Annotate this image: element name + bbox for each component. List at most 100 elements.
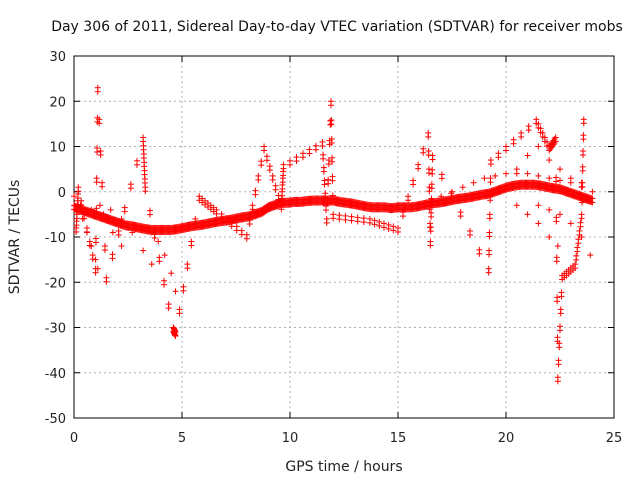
data-point bbox=[415, 165, 422, 172]
data-point bbox=[92, 269, 99, 276]
data-point bbox=[73, 215, 80, 222]
data-point bbox=[385, 225, 392, 232]
data-point bbox=[146, 211, 153, 218]
data-point bbox=[580, 136, 587, 143]
data-point bbox=[448, 194, 455, 201]
data-point bbox=[272, 186, 279, 193]
data-point bbox=[73, 228, 80, 235]
data-point bbox=[410, 181, 417, 188]
data-point bbox=[589, 199, 596, 206]
data-point bbox=[554, 243, 561, 250]
data-point bbox=[342, 216, 349, 223]
data-point bbox=[279, 185, 286, 192]
y-tick-label: -40 bbox=[45, 367, 66, 382]
data-point bbox=[109, 255, 116, 262]
data-point bbox=[425, 133, 432, 140]
data-point bbox=[558, 293, 565, 300]
data-point bbox=[476, 250, 483, 257]
data-point bbox=[587, 252, 594, 259]
data-point bbox=[92, 239, 99, 246]
y-tick-labels: -50 -40 -30 -20 -10 0 10 20 30 bbox=[45, 50, 66, 427]
data-point bbox=[238, 231, 245, 238]
data-point bbox=[142, 188, 149, 195]
data-point bbox=[428, 185, 435, 192]
data-point bbox=[156, 258, 163, 265]
data-point bbox=[278, 206, 285, 213]
data-point bbox=[99, 183, 106, 190]
data-point bbox=[89, 256, 96, 263]
data-point bbox=[487, 197, 494, 204]
data-point bbox=[429, 170, 436, 177]
data-point bbox=[535, 202, 542, 209]
data-point bbox=[553, 218, 560, 225]
data-point bbox=[306, 150, 313, 157]
data-point bbox=[380, 224, 387, 231]
data-point bbox=[329, 196, 336, 203]
data-point bbox=[428, 199, 435, 206]
data-point bbox=[575, 240, 582, 247]
data-point bbox=[400, 213, 407, 220]
data-point bbox=[371, 221, 378, 228]
data-point bbox=[118, 215, 125, 222]
data-point bbox=[579, 167, 586, 174]
data-point bbox=[252, 191, 259, 198]
x-tick-label: 5 bbox=[178, 431, 186, 446]
data-point bbox=[557, 177, 563, 184]
data-point bbox=[155, 238, 162, 245]
data-point bbox=[555, 361, 562, 368]
data-point bbox=[213, 210, 220, 217]
data-point bbox=[151, 234, 158, 241]
x-tick-label: 20 bbox=[498, 431, 515, 446]
data-point bbox=[395, 228, 401, 235]
data-point bbox=[100, 215, 107, 222]
data-point bbox=[168, 270, 175, 277]
data-point bbox=[427, 242, 434, 249]
data-point bbox=[546, 206, 553, 213]
x-tick-label: 15 bbox=[390, 431, 407, 446]
y-tick-label: -20 bbox=[45, 276, 66, 291]
data-point bbox=[71, 193, 77, 200]
data-point bbox=[228, 223, 235, 230]
data-point bbox=[470, 179, 477, 186]
data-point bbox=[269, 176, 276, 183]
data-point bbox=[336, 216, 343, 223]
data-point bbox=[503, 170, 509, 177]
data-point bbox=[94, 88, 101, 95]
data-point bbox=[573, 256, 580, 263]
y-axis-title: SDTVAR / TECUs bbox=[7, 180, 23, 295]
data-point bbox=[376, 222, 383, 229]
data-point bbox=[263, 157, 270, 164]
ticks bbox=[73, 55, 615, 419]
data-point bbox=[328, 139, 335, 146]
data-point bbox=[576, 231, 583, 238]
data-point bbox=[92, 256, 99, 263]
data-point bbox=[354, 218, 361, 225]
data-point bbox=[278, 199, 285, 206]
data-point bbox=[142, 224, 149, 231]
x-tick-label: 10 bbox=[282, 431, 299, 446]
data-point bbox=[459, 184, 466, 191]
data-point bbox=[329, 177, 336, 184]
data-point bbox=[481, 175, 488, 182]
data-point bbox=[280, 165, 287, 172]
data-point bbox=[99, 215, 106, 222]
data-point bbox=[574, 248, 581, 255]
data-point bbox=[74, 208, 81, 215]
data-point bbox=[486, 215, 493, 222]
data-point bbox=[546, 234, 553, 240]
data-point bbox=[348, 217, 355, 224]
data-point bbox=[328, 102, 335, 109]
data-point bbox=[513, 202, 520, 209]
data-point bbox=[109, 229, 116, 236]
data-point bbox=[118, 243, 125, 250]
data-point bbox=[487, 161, 494, 168]
data-point bbox=[319, 142, 326, 149]
data-point bbox=[426, 206, 433, 213]
data-point bbox=[287, 161, 293, 168]
data-point bbox=[495, 154, 502, 161]
data-point bbox=[360, 219, 367, 226]
data-point bbox=[258, 162, 265, 169]
data-point bbox=[88, 206, 95, 213]
data-point bbox=[546, 157, 553, 164]
data-point bbox=[75, 188, 82, 195]
